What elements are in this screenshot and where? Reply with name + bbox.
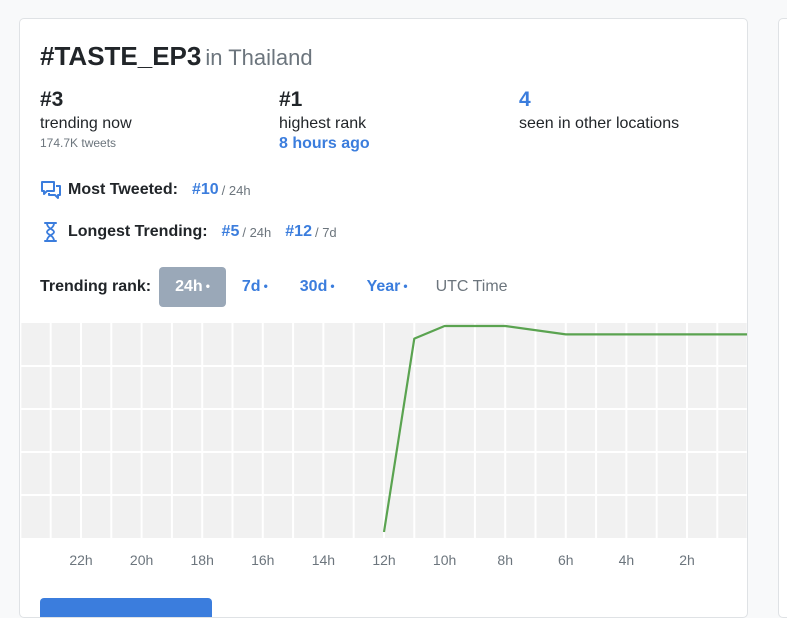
tab-30d-dot: • <box>330 279 335 293</box>
tab-7d-dot: • <box>263 279 268 293</box>
tab-30d[interactable]: 30d • <box>284 267 351 307</box>
x-tick-label: 2h <box>679 552 695 568</box>
tab-24h-label: 24h <box>175 278 203 295</box>
utc-time-label: UTC Time <box>435 278 508 295</box>
trending-rank-label: Trending rank: <box>40 278 152 295</box>
x-tick-label: 6h <box>558 552 574 568</box>
side-panel <box>778 18 787 618</box>
trending-rank-tabs: Trending rank: 24h • 7d • 30d • Year • UTC T… <box>40 267 520 307</box>
x-tick-label: 20h <box>130 552 153 568</box>
trending-rank-chart: 22h 20h 18h 16h 14h 12h 10h 8h 6h 4h 2h <box>20 323 747 568</box>
tab-24h-dot: • <box>205 279 210 293</box>
current-rank-stat: #3 trending now 174.7K tweets <box>40 89 132 151</box>
tab-7d-label: 7d <box>241 278 261 295</box>
current-rank-value: #3 <box>40 88 64 111</box>
other-locations-count-link[interactable]: 4 <box>519 88 531 111</box>
x-tick-label: 18h <box>191 552 214 568</box>
tab-24h[interactable]: 24h • <box>159 267 226 307</box>
tab-30d-label: 30d <box>299 278 328 295</box>
most-tweeted-label: Most Tweeted: <box>68 181 178 198</box>
tab-year[interactable]: Year • <box>351 267 424 307</box>
other-locations-label: seen in other locations <box>519 115 680 132</box>
longest-trending-label: Longest Trending: <box>68 223 208 240</box>
longest-trending-rank-7d-link[interactable]: #12 <box>285 223 312 240</box>
current-rank-label: trending now <box>40 115 132 132</box>
rank-series-line <box>382 324 747 533</box>
x-tick-label: 14h <box>312 552 335 568</box>
hashtag-title: #TASTE_EP3 <box>40 41 202 71</box>
x-tick-label: 12h <box>372 552 395 568</box>
tab-7d[interactable]: 7d • <box>226 267 284 307</box>
x-tick-label: 22h <box>69 552 92 568</box>
highest-rank-stat: #1 highest rank 8 hours ago <box>279 89 370 154</box>
most-tweeted-rank-24h-link[interactable]: #10 <box>191 181 219 198</box>
trend-card: #TASTE_EP3 in Thailand #3 trending now 17… <box>19 18 748 618</box>
chat-bubbles-icon <box>40 179 62 201</box>
location-label: in Thailand <box>205 45 313 70</box>
most-tweeted-row: Most Tweeted: #10 / 24h <box>40 179 265 201</box>
hourglass-icon <box>40 221 62 243</box>
highest-rank-value: #1 <box>279 88 303 111</box>
tab-year-dot: • <box>403 279 408 293</box>
x-tick-label: 10h <box>433 552 456 568</box>
other-locations-stat: 4 seen in other locations <box>519 89 679 134</box>
x-tick-label: 8h <box>497 552 513 568</box>
tab-year-label: Year <box>366 278 401 295</box>
longest-trending-row: Longest Trending: #5 / 24h #12 / 7d <box>40 221 351 243</box>
longest-trending-rank-24h-link[interactable]: #5 <box>221 223 240 240</box>
x-tick-label: 16h <box>251 552 274 568</box>
bottom-action-button[interactable] <box>40 598 212 617</box>
x-tick-label: 4h <box>619 552 635 568</box>
longest-trending-period-24h: / 24h <box>242 224 272 240</box>
most-tweeted-period-24h: / 24h <box>221 182 251 198</box>
tweet-count: 174.7K tweets <box>40 136 117 150</box>
highest-rank-time-link[interactable]: 8 hours ago <box>279 135 370 152</box>
trend-title: #TASTE_EP3 in Thailand <box>40 41 313 72</box>
longest-trending-period-7d: / 7d <box>314 224 337 240</box>
highest-rank-label: highest rank <box>279 115 367 132</box>
